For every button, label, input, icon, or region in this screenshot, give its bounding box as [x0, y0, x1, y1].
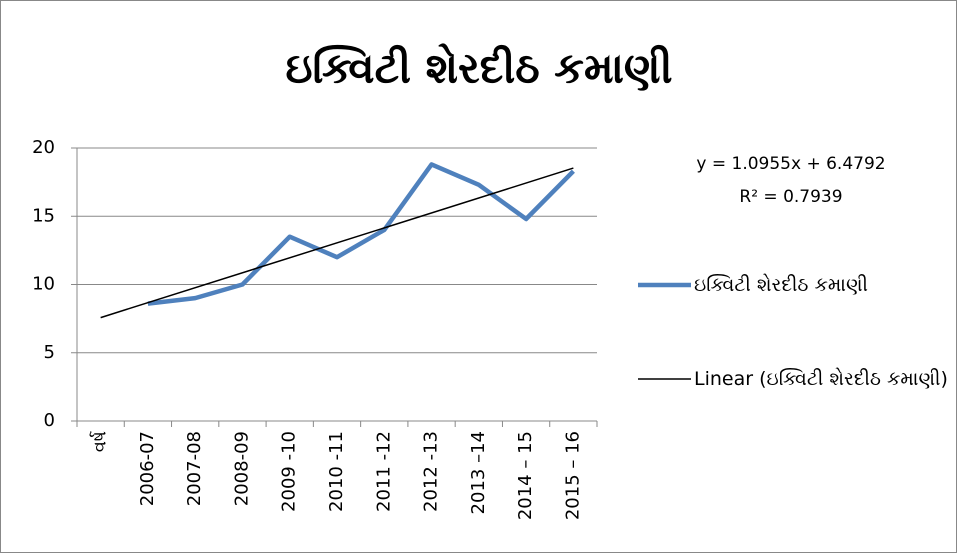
y-tick-label: 5 [44, 342, 55, 363]
trend-equation: y = 1.0955x + 6.4792 [696, 154, 885, 174]
x-tick-label: 2014 – 15 [515, 431, 536, 520]
x-tick-label: વર્ષ [90, 431, 111, 452]
legend-label: Linear (ઇક્વિટી શેરદીઠ કમાણી) [694, 368, 948, 390]
legend-label: ઇક્વિટી શેરદીઠ કમાણી [694, 274, 868, 296]
data-line [147, 162, 575, 306]
x-tick-label: 2011 -12 [373, 431, 394, 512]
x-tick-label: 2012 -13 [421, 431, 442, 512]
trendline [100, 167, 574, 319]
x-tick-label: 2007-08 [184, 431, 205, 506]
trend-r2: R² = 0.7939 [739, 187, 842, 207]
y-tick-label: 0 [44, 410, 55, 431]
x-tick-label: 2013 –14 [468, 431, 489, 514]
x-tick-label: 2015 – 16 [562, 431, 583, 520]
y-tick-label: 20 [32, 137, 55, 158]
x-tick-label: 2006-07 [137, 431, 158, 506]
y-tick-label: 10 [32, 274, 55, 295]
chart-title: ઇક્વિટી શેરદીઠ કમાણી [285, 43, 672, 92]
x-tick-label: 2008-09 [231, 431, 252, 506]
x-tick-label: 2010 -11 [326, 431, 347, 512]
x-tick-label: 2009 -10 [279, 431, 300, 512]
y-tick-label: 15 [32, 205, 55, 226]
